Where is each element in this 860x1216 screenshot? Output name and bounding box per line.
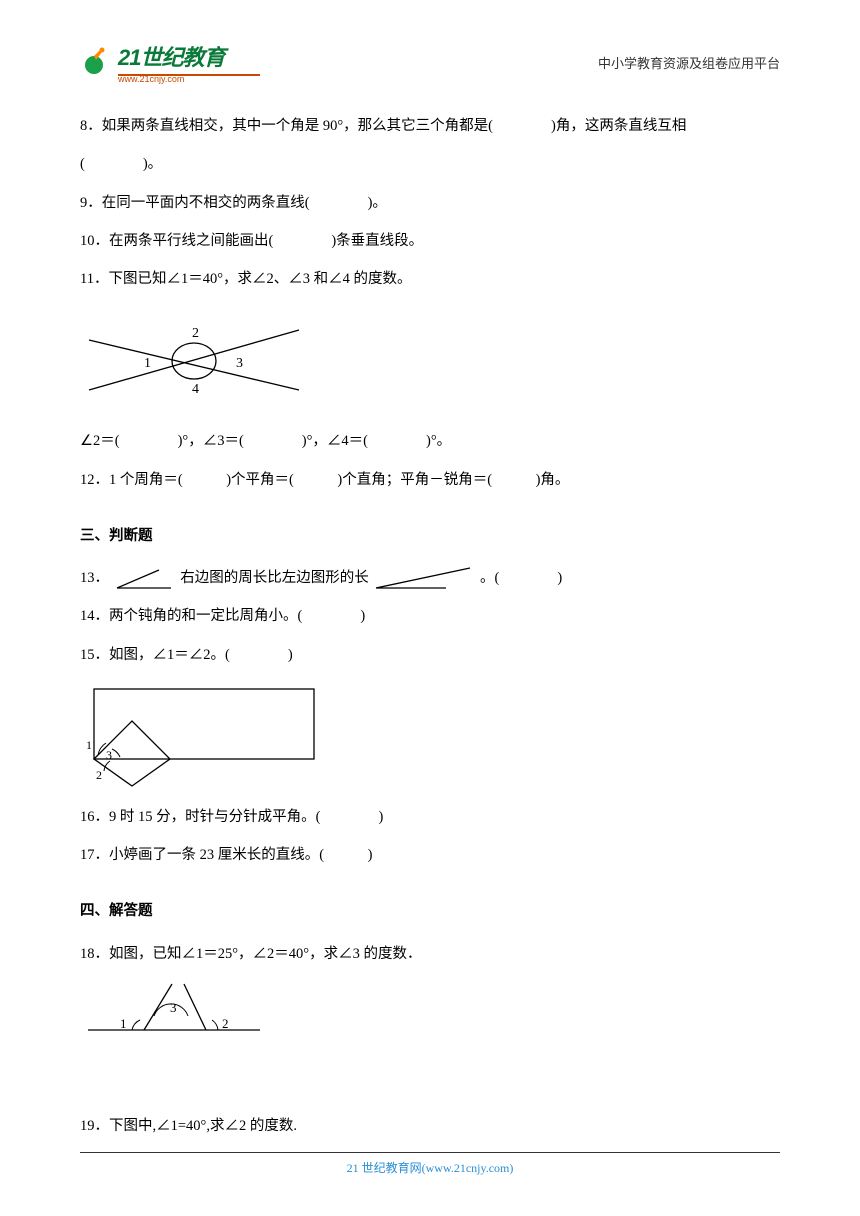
question-13: 13． 右边图的周长比左边图形的长 。( ): [80, 560, 780, 596]
question-9: 9．在同一平面内不相交的两条直线( )。: [80, 185, 780, 221]
svg-text:1: 1: [120, 1016, 127, 1031]
q13-text-a: 13．: [80, 570, 109, 586]
blank: [492, 462, 536, 498]
question-18: 18．如图，已知∠1＝25°，∠2＝40°，求∠3 的度数．: [80, 936, 780, 972]
blank: [499, 560, 557, 596]
figure-q13-left: [115, 566, 175, 592]
q16-text-b: ): [378, 809, 383, 825]
blank: [183, 462, 227, 498]
svg-text:3: 3: [236, 356, 243, 371]
svg-text:4: 4: [192, 382, 199, 397]
question-15: 15．如图，∠1＝∠2。( ): [80, 637, 780, 673]
blank: [320, 799, 378, 835]
svg-text:3: 3: [106, 748, 112, 762]
page-header: 21世纪教育 www.21cnjy.com 中小学教育资源及组卷应用平台: [80, 40, 780, 84]
q13-text-d: ): [557, 570, 562, 586]
q10-text-b: )条垂直线段。: [331, 233, 423, 249]
blank: [310, 185, 368, 221]
q12-text-b: )个平角＝(: [226, 472, 294, 488]
q17-text-a: 17．小婷画了一条 23 厘米长的直线。(: [80, 847, 324, 863]
blank: [273, 223, 331, 259]
blank: [230, 637, 288, 673]
q8-text-a: 8．如果两条直线相交，其中一个角是 90°，那么其它三个角都是(: [80, 118, 493, 134]
q13-text-b: 右边图的周长比左边图形的长: [180, 570, 369, 586]
q10-text-a: 10．在两条平行线之间能画出(: [80, 233, 273, 249]
figure-q18: 1 3 2: [84, 980, 780, 1040]
blank: [120, 423, 178, 459]
blank: [85, 146, 143, 182]
section-title-solve: 四、解答题: [80, 893, 780, 929]
svg-text:1: 1: [144, 356, 151, 371]
svg-text:2: 2: [96, 768, 102, 782]
q9-text-a: 9．在同一平面内不相交的两条直线(: [80, 195, 310, 211]
blank: [368, 423, 426, 459]
blank: [244, 423, 302, 459]
q8-text-d: )。: [143, 156, 162, 172]
platform-text: 中小学教育资源及组卷应用平台: [598, 53, 780, 72]
section-title-tf: 三、判断题: [80, 518, 780, 554]
q13-text-c: 。(: [480, 570, 499, 586]
svg-text:3: 3: [170, 1000, 177, 1015]
q11-ans-c: )°，∠4＝(: [302, 433, 368, 449]
question-17: 17．小婷画了一条 23 厘米长的直线。( ): [80, 837, 780, 873]
svg-text:1: 1: [86, 738, 92, 752]
q16-text-a: 16．9 时 15 分，时针与分针成平角。(: [80, 809, 320, 825]
q11-ans-d: )°。: [426, 433, 451, 449]
question-8-line2: ( )。: [80, 146, 780, 182]
svg-text:2: 2: [192, 326, 199, 341]
q12-text-a: 12．1 个周角＝(: [80, 472, 183, 488]
logo-mark-icon: [80, 45, 114, 79]
q12-text-c: )个直角；平角－锐角＝(: [337, 472, 492, 488]
figure-q13-right: [374, 566, 474, 592]
page-footer: 21 世纪教育网(www.21cnjy.com): [80, 1152, 780, 1176]
q11-ans-a: ∠2＝(: [80, 433, 120, 449]
blank: [493, 108, 551, 144]
question-16: 16．9 时 15 分，时针与分针成平角。( ): [80, 799, 780, 835]
figure-q15-rect: 1 3 2: [84, 681, 780, 791]
question-8: 8．如果两条直线相交，其中一个角是 90°，那么其它三个角都是( )角，这两条直…: [80, 108, 780, 144]
question-10: 10．在两条平行线之间能画出( )条垂直线段。: [80, 223, 780, 259]
question-14: 14．两个钝角的和一定比周角小。( ): [80, 598, 780, 634]
q14-text-a: 14．两个钝角的和一定比周角小。(: [80, 608, 302, 624]
q8-text-b: )角，这两条直线互相: [551, 118, 686, 134]
logo: 21世纪教育 www.21cnjy.com: [80, 40, 260, 84]
logo-url: www.21cnjy.com: [118, 74, 260, 84]
blank: [324, 837, 368, 873]
q17-text-b: ): [368, 847, 373, 863]
question-19: 19．下图中,∠1=40°,求∠2 的度数.: [80, 1108, 780, 1144]
q11-ans-b: )°，∠3＝(: [178, 433, 244, 449]
q15-text-a: 15．如图，∠1＝∠2。(: [80, 647, 230, 663]
question-12: 12．1 个周角＝( )个平角＝( )个直角；平角－锐角＝( )角。: [80, 462, 780, 498]
question-11-answers: ∠2＝( )°，∠3＝( )°，∠4＝( )°。: [80, 423, 780, 459]
q9-text-b: )。: [368, 195, 387, 211]
figure-q11-cross: 1 2 3 4: [84, 305, 780, 415]
q15-text-b: ): [288, 647, 293, 663]
logo-text: 21世纪教育: [118, 40, 260, 72]
content: 8．如果两条直线相交，其中一个角是 90°，那么其它三个角都是( )角，这两条直…: [80, 108, 780, 1144]
question-11: 11．下图已知∠1＝40°，求∠2、∠3 和∠4 的度数。: [80, 261, 780, 297]
q12-text-d: )角。: [536, 472, 570, 488]
blank: [294, 462, 338, 498]
svg-text:2: 2: [222, 1016, 229, 1031]
q14-text-b: ): [360, 608, 365, 624]
blank: [302, 598, 360, 634]
